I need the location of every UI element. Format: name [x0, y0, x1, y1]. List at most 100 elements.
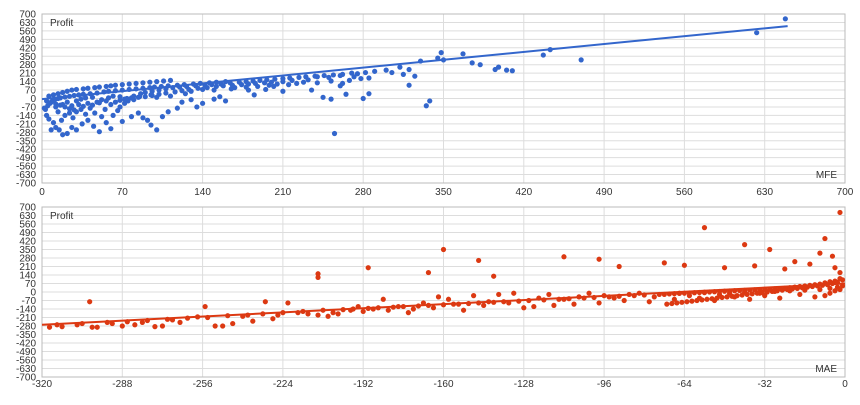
data-point	[331, 130, 338, 137]
data-point	[671, 296, 677, 302]
data-point	[724, 294, 730, 300]
data-point	[827, 279, 833, 285]
data-point	[200, 86, 206, 93]
chart-1: -700-630-560-490-420-350-280-210-140-700…	[16, 10, 854, 199]
data-point	[82, 95, 89, 101]
x-tick-label: -320	[32, 379, 52, 390]
data-point	[119, 323, 125, 329]
data-point	[521, 305, 527, 311]
data-point	[372, 68, 378, 74]
data-point	[561, 254, 567, 260]
y-axis-title: Profit	[50, 211, 74, 222]
y-axis-title: Profit	[50, 18, 74, 29]
data-point	[303, 74, 309, 80]
data-point	[135, 110, 141, 116]
data-point	[325, 313, 331, 319]
data-point	[112, 99, 119, 105]
data-point	[397, 64, 403, 70]
data-point	[160, 78, 167, 84]
data-point	[66, 110, 73, 116]
data-point	[142, 89, 148, 96]
data-point	[200, 100, 206, 106]
data-point	[669, 300, 675, 307]
data-point	[286, 82, 292, 88]
x-tick-label: -128	[514, 379, 534, 390]
data-point	[354, 71, 361, 77]
data-point	[94, 324, 100, 330]
data-point	[102, 106, 108, 112]
data-point	[817, 250, 823, 256]
data-point	[188, 97, 194, 103]
data-point	[64, 88, 70, 94]
data-point	[328, 96, 334, 102]
data-point	[315, 274, 321, 281]
data-point	[300, 79, 307, 85]
data-point	[477, 62, 483, 68]
data-point	[812, 294, 818, 300]
data-point	[305, 311, 311, 317]
data-point	[280, 75, 286, 82]
x-tick-label: -192	[353, 379, 373, 390]
data-point	[186, 86, 192, 93]
data-point	[460, 307, 467, 313]
y-tick-label: -210	[16, 119, 36, 130]
data-point	[749, 291, 755, 297]
data-point	[96, 84, 102, 90]
data-point	[491, 273, 497, 279]
data-point	[360, 308, 366, 315]
data-point	[108, 126, 114, 132]
data-point	[89, 102, 96, 108]
data-point	[481, 302, 487, 308]
data-point	[149, 88, 155, 94]
data-point	[287, 75, 293, 81]
data-point	[460, 51, 466, 57]
y-tick-label: -280	[16, 128, 36, 139]
y-tick-label: 420	[19, 43, 36, 54]
data-point	[80, 86, 86, 92]
data-point	[400, 71, 406, 77]
data-point	[360, 95, 366, 102]
data-point	[689, 298, 695, 304]
data-point	[315, 271, 321, 277]
data-point	[540, 52, 546, 58]
data-point	[435, 294, 442, 300]
trendline	[41, 282, 846, 326]
data-point	[268, 79, 275, 85]
y-tick-label: -280	[16, 322, 36, 333]
data-point	[43, 112, 50, 118]
x-tick-label: 0	[842, 379, 848, 390]
data-point	[119, 82, 125, 88]
data-point	[837, 286, 843, 293]
data-point	[115, 107, 121, 114]
data-point	[110, 93, 116, 99]
data-point	[739, 292, 745, 298]
data-point	[250, 318, 256, 324]
data-point	[48, 99, 54, 105]
data-point	[154, 79, 160, 85]
data-point	[792, 259, 798, 265]
y-tick-label: 700	[19, 10, 36, 21]
data-point	[704, 296, 710, 302]
data-point	[438, 50, 444, 56]
x-tick-label: 140	[194, 187, 211, 198]
data-point	[80, 103, 86, 109]
data-point	[684, 299, 690, 305]
y-tick-label: 700	[19, 203, 36, 214]
data-point	[194, 104, 200, 110]
data-point	[822, 235, 828, 242]
data-point	[406, 66, 412, 73]
data-point	[79, 121, 85, 127]
data-point	[96, 100, 102, 106]
y-tick-label: -140	[16, 305, 36, 316]
data-point	[245, 81, 252, 87]
data-point	[389, 69, 395, 76]
data-point	[747, 296, 753, 302]
data-point	[321, 72, 327, 79]
data-point	[469, 60, 475, 66]
data-point	[73, 86, 80, 93]
data-point	[239, 82, 245, 88]
y-tick-label: 0	[30, 288, 36, 299]
data-point	[69, 87, 75, 93]
data-point	[167, 93, 174, 99]
